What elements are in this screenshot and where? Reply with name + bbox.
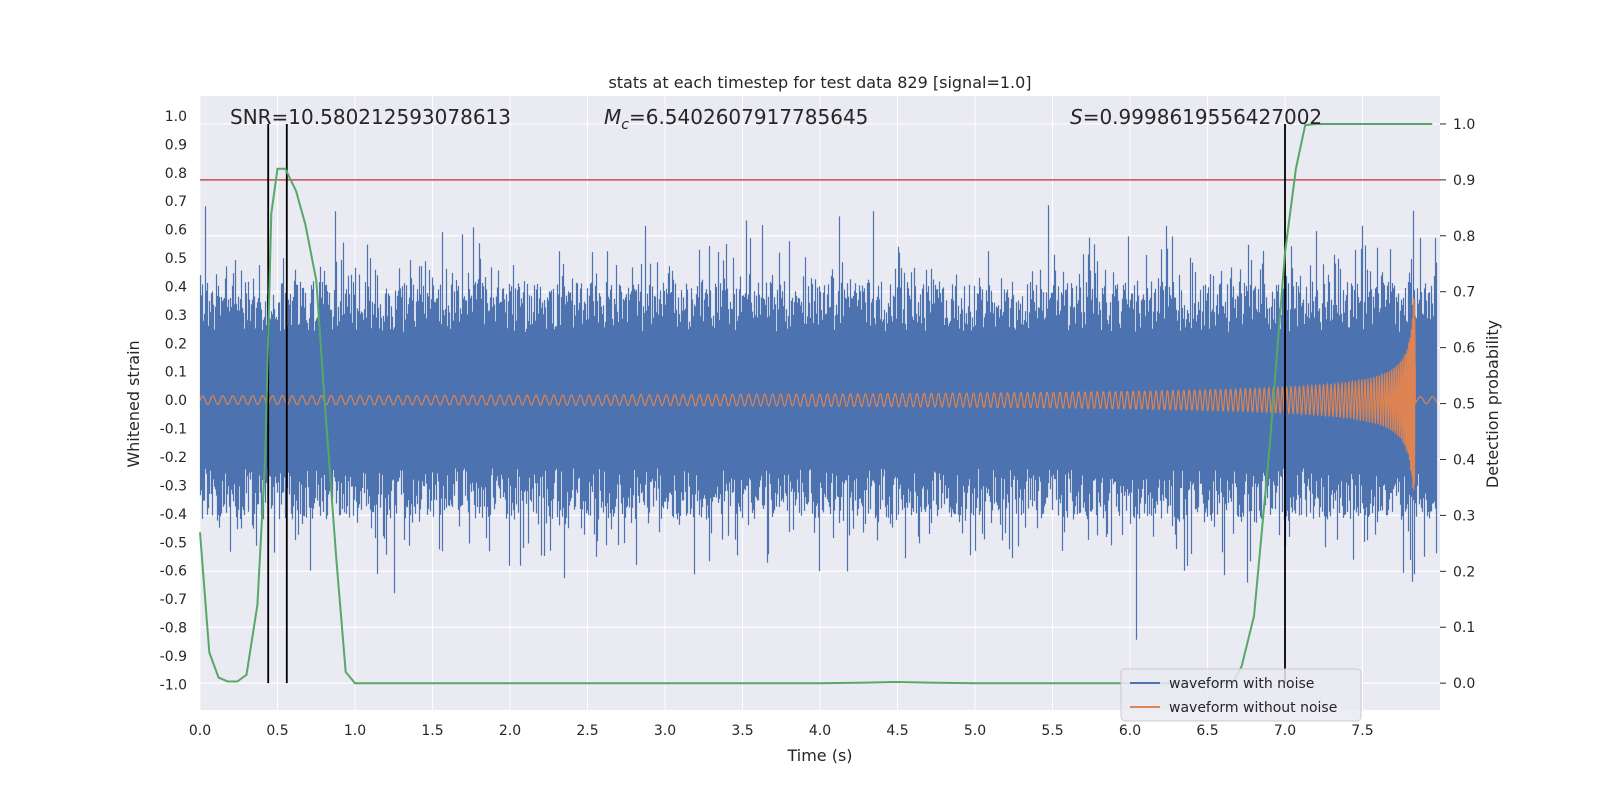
noise-waveform [199, 205, 1438, 640]
legend-label-noise: waveform with noise [1169, 676, 1314, 692]
x-tick-label: 5.5 [1041, 723, 1063, 739]
detection-probability-line [199, 123, 1433, 685]
axis-ticks: 0.0 0.5 1.0 1.5 2.0 2.5 3.0 3.5 4.0 4.5 5.0 5.5 6.0 6… [160, 109, 1476, 739]
y-tick-label: -0.3 [160, 478, 187, 494]
y-tick-label: 0.5 [165, 251, 187, 267]
y-tick-label: -0.8 [160, 621, 187, 637]
y-tick-label: 0.9 [165, 137, 187, 153]
y-tick-label: -0.1 [160, 422, 187, 438]
y2-tick-label: 0.9 [1453, 173, 1475, 189]
legend-box [1120, 668, 1362, 722]
y-tick-label: -0.7 [160, 592, 187, 608]
x-tick-label: 3.5 [731, 723, 753, 739]
y-tick-label: 0.7 [165, 194, 187, 210]
x-tick-label: 6.5 [1196, 723, 1218, 739]
y-tick-label: 0.8 [165, 166, 187, 182]
x-tick-label: 2.5 [576, 723, 598, 739]
x-tick-label: 6.0 [1119, 723, 1141, 739]
x-tick-label: 2.0 [499, 723, 521, 739]
y-axis-label: Whitened strain [124, 340, 143, 467]
s-symbol: S [1070, 105, 1083, 129]
detection-probability-path [199, 123, 1433, 685]
y2-tick-label: 0.8 [1453, 229, 1475, 245]
chirp-mass-subscript: c [621, 117, 629, 133]
chirp-mass-annotation: Mc=6.5402607917785645 [604, 105, 868, 133]
y2-tick-label: 0.4 [1453, 452, 1475, 468]
y-tick-label: -0.4 [160, 507, 187, 523]
x-tick-label: 0.5 [266, 723, 288, 739]
y-tick-label: -0.9 [160, 649, 187, 665]
y2-tick-label: 0.3 [1453, 508, 1475, 524]
clean-waveform [199, 297, 1438, 491]
y-tick-label: 0.1 [165, 365, 187, 381]
y-tick-label: 0.3 [165, 308, 187, 324]
chart-title: stats at each timestep for test data 829… [608, 73, 1031, 92]
y2-tick-label: 0.0 [1453, 676, 1475, 692]
y-tick-label: 0.2 [165, 336, 187, 352]
y-tick-label: -0.6 [160, 564, 187, 580]
overlay-lines [200, 123, 1440, 684]
x-tick-label: 4.0 [809, 723, 831, 739]
x-tick-label: 1.0 [344, 723, 366, 739]
clean-waveform-path [199, 297, 1438, 491]
x-tick-label: 5.0 [964, 723, 986, 739]
x-tick-label: 4.5 [886, 723, 908, 739]
x-tick-label: 0.0 [189, 723, 211, 739]
y2-tick-label: 0.6 [1453, 341, 1475, 357]
x-tick-label: 1.5 [421, 723, 443, 739]
legend-label-clean: waveform without noise [1169, 700, 1337, 716]
x-axis-label: Time (s) [786, 746, 852, 765]
x-tick-label: 7.5 [1351, 723, 1373, 739]
y2-axis-label: Detection probability [1483, 320, 1502, 488]
chirp-mass-symbol: M [604, 105, 621, 129]
y-tick-label: 0.0 [165, 393, 187, 409]
y2-tick-label: 0.7 [1453, 285, 1475, 301]
s-annotation: S=0.9998619556427002 [1070, 105, 1322, 129]
chirp-mass-value: =6.5402607917785645 [629, 105, 868, 129]
y-tick-label: -1.0 [160, 677, 187, 693]
y-tick-label: -0.5 [160, 535, 187, 551]
y-tick-label: 0.6 [165, 223, 187, 239]
y-tick-label: -0.2 [160, 450, 187, 466]
y-tick-label: 0.4 [165, 279, 187, 295]
y2-tick-label: 1.0 [1453, 117, 1475, 133]
y2-tick-label: 0.5 [1453, 397, 1475, 413]
y-tick-label: 1.0 [165, 109, 187, 125]
y2-tick-label: 0.2 [1453, 564, 1475, 580]
noise-waveform-path [199, 205, 1438, 640]
y2-tick-label: 0.1 [1453, 620, 1475, 636]
s-value: =0.9998619556427002 [1083, 105, 1322, 129]
x-tick-label: 7.0 [1274, 723, 1296, 739]
x-tick-label: 3.0 [654, 723, 676, 739]
legend: waveform with noise waveform without noi… [1120, 668, 1362, 722]
snr-annotation: SNR=10.580212593078613 [230, 105, 511, 129]
